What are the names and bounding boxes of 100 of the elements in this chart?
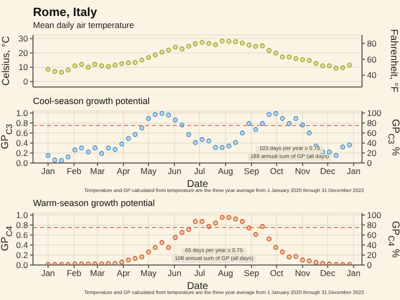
point: [119, 61, 124, 66]
x-tick-label: Apr: [116, 268, 130, 278]
x-tick-label: May: [140, 268, 158, 278]
point: [152, 52, 158, 58]
point: [334, 66, 338, 71]
point: [206, 224, 212, 229]
point: [180, 122, 184, 128]
point: [286, 254, 292, 260]
point: [52, 158, 58, 162]
y-tick-label: 0.4: [16, 138, 28, 148]
point: [59, 158, 64, 163]
y-axis-title: Celsius, °C: [1, 36, 12, 86]
point: [146, 116, 151, 121]
point: [293, 116, 298, 121]
point: [206, 138, 212, 144]
point: [132, 60, 138, 65]
chart-subtitle: Mean daily air temperature: [32, 20, 136, 31]
y2-tick-label: 40: [367, 70, 377, 80]
point: [233, 216, 238, 222]
point: [253, 127, 258, 132]
point: [306, 58, 312, 63]
point: [326, 63, 332, 68]
point: [52, 69, 58, 74]
point: [92, 146, 98, 150]
x-tick-label: Jul: [194, 166, 206, 176]
point: [192, 140, 198, 145]
point: [314, 61, 318, 66]
point: [314, 260, 318, 265]
point: [246, 226, 252, 230]
x-tick-label: Oct: [270, 166, 284, 176]
y2-tick-label: 100: [367, 210, 382, 220]
x-tick-label: Jan: [346, 166, 361, 176]
y2-tick-label: 0: [367, 158, 372, 168]
x-tick-label: Nov: [295, 166, 311, 176]
y2-tick-label: 40: [367, 240, 377, 250]
y-tick-label: 0.8: [16, 118, 28, 128]
y-tick-label: 0.2: [16, 148, 28, 158]
point: [286, 121, 292, 126]
x-tick-label: Aug: [218, 166, 234, 176]
point: [266, 48, 272, 53]
point: [112, 62, 118, 68]
x-tick-label: Feb: [66, 268, 82, 278]
point: [233, 140, 238, 145]
point: [159, 111, 164, 116]
point: [220, 38, 225, 44]
point: [146, 250, 151, 254]
x-tick-label: Dec: [320, 268, 336, 278]
point: [260, 224, 265, 229]
point: [293, 56, 298, 62]
x-tick-label: Jun: [168, 268, 182, 278]
point: [59, 70, 64, 75]
y-tick-label: 0.8: [16, 220, 28, 230]
point: [240, 40, 245, 46]
point: [346, 62, 352, 68]
point: [46, 153, 51, 158]
point: [86, 64, 91, 70]
point: [340, 144, 346, 150]
point: [253, 44, 258, 49]
point: [106, 261, 111, 265]
point: [266, 236, 272, 242]
y-tick-label: 1.0: [16, 108, 28, 118]
point: [92, 62, 98, 67]
point: [233, 39, 238, 44]
chart-title: Rome, Italy: [32, 4, 98, 20]
point: [186, 227, 192, 232]
point: [240, 219, 245, 224]
point: [112, 261, 118, 265]
point: [326, 150, 332, 154]
y-tick-label: 0.2: [16, 250, 28, 260]
point: [146, 55, 151, 60]
point: [273, 245, 278, 250]
point: [132, 256, 138, 261]
x-axis-title: Date: [186, 281, 208, 292]
point: [306, 258, 312, 264]
y2-tick-label: 60: [367, 54, 377, 64]
point: [86, 150, 91, 154]
point: [112, 147, 118, 152]
point: [106, 146, 111, 150]
x-tick-label: Aug: [218, 268, 234, 278]
point: [72, 148, 78, 152]
x-tick-label: Sep: [244, 268, 260, 278]
point: [152, 245, 158, 250]
point: [220, 215, 225, 220]
point: [166, 245, 172, 250]
point: [213, 220, 218, 226]
y2-tick-label: 20: [367, 148, 377, 158]
point: [186, 44, 192, 49]
point: [213, 42, 218, 48]
point: [266, 112, 272, 117]
point: [306, 130, 312, 136]
point: [126, 60, 131, 66]
x-tick-label: Apr: [116, 166, 130, 176]
point: [253, 232, 258, 237]
point: [192, 41, 198, 46]
point: [46, 66, 51, 72]
point: [79, 62, 84, 67]
point: [72, 63, 78, 68]
point: [92, 262, 98, 265]
point: [226, 144, 232, 148]
point: [260, 43, 265, 48]
